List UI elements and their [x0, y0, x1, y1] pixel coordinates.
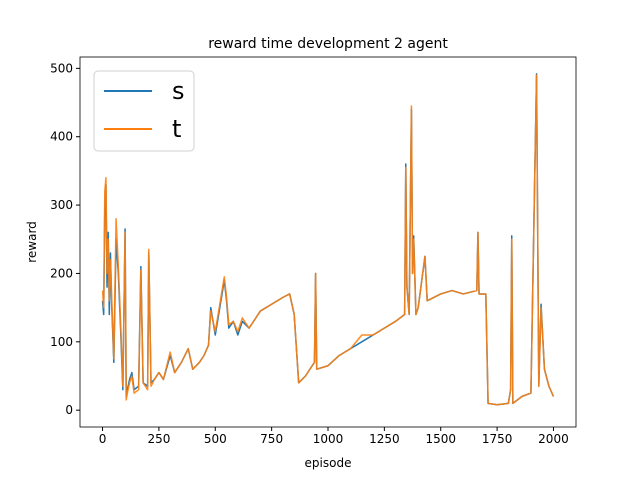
- y-axis-label: reward: [25, 221, 39, 263]
- y-tick-label: 200: [50, 266, 73, 280]
- x-axis-label: episode: [305, 456, 352, 470]
- y-tick-label: 0: [65, 403, 73, 417]
- x-tick-label: 1750: [482, 432, 513, 446]
- series-line: [101, 74, 555, 406]
- y-tick-label: 100: [50, 335, 73, 349]
- legend-label: t: [172, 115, 181, 143]
- x-tick-label: 750: [260, 432, 283, 446]
- x-tick-label: 0: [99, 432, 107, 446]
- x-tick-label: 1500: [425, 432, 456, 446]
- chart-title: reward time development 2 agent: [208, 36, 448, 52]
- plot-frame: [79, 56, 577, 428]
- x-tick-label: 500: [204, 432, 227, 446]
- x-tick-label: 250: [147, 432, 170, 446]
- legend-label: s: [172, 77, 185, 105]
- y-tick-label: 400: [50, 130, 73, 144]
- x-tick-label: 1000: [313, 432, 344, 446]
- y-tick-label: 500: [50, 61, 73, 75]
- y-tick-label: 300: [50, 198, 73, 212]
- x-tick-label: 2000: [538, 432, 569, 446]
- x-tick-label: 1250: [369, 432, 400, 446]
